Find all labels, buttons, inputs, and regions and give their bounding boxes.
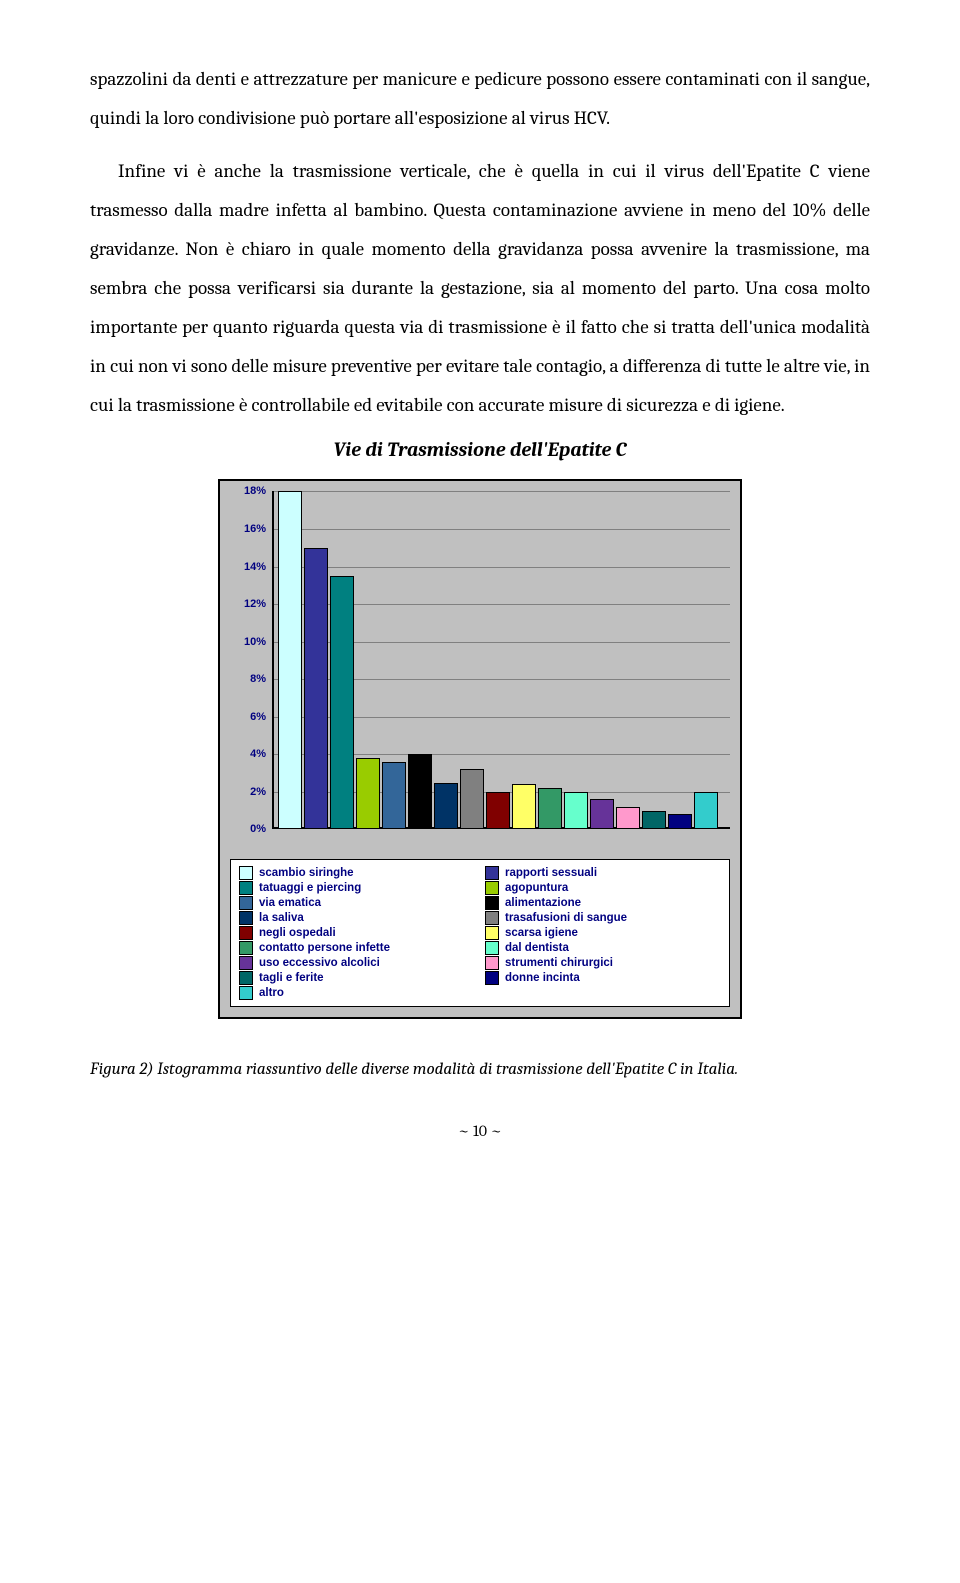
legend-item: contatto persone infette <box>239 941 475 955</box>
chart-bar <box>616 807 640 830</box>
legend-label: via ematica <box>259 897 321 909</box>
legend-label: strumenti chirurgici <box>505 957 613 969</box>
legend-swatch <box>485 896 499 910</box>
legend-swatch <box>485 941 499 955</box>
legend-item: alimentazione <box>485 896 721 910</box>
legend-swatch <box>485 866 499 880</box>
chart-legend: scambio siringhe rapporti sessuali tatuagg… <box>230 859 730 1007</box>
legend-swatch <box>485 926 499 940</box>
chart-y-axis: 0%2%4%6%8%10%12%14%16%18% <box>230 491 272 829</box>
legend-label: donne incinta <box>505 972 580 984</box>
chart-bar <box>486 792 510 830</box>
legend-swatch <box>239 866 253 880</box>
chart-bar <box>460 769 484 829</box>
chart-bar <box>512 784 536 829</box>
chart-bar <box>330 576 354 830</box>
legend-label: uso eccessivo alcolici <box>259 957 380 969</box>
chart-bar <box>694 792 718 830</box>
chart-ytick: 10% <box>244 636 266 648</box>
legend-label: negli ospedali <box>259 927 336 939</box>
legend-label: scambio siringhe <box>259 867 354 879</box>
legend-item: trasafusioni di sangue <box>485 911 721 925</box>
legend-swatch <box>239 956 253 970</box>
chart-bar <box>356 758 380 829</box>
chart-bar <box>590 799 614 829</box>
legend-swatch <box>239 941 253 955</box>
chart-bar <box>642 811 666 830</box>
paragraph-2: Infine vi è anche la trasmissione vertic… <box>90 152 870 425</box>
legend-swatch <box>239 971 253 985</box>
legend-label: alimentazione <box>505 897 581 909</box>
legend-item: la saliva <box>239 911 475 925</box>
legend-swatch <box>239 896 253 910</box>
legend-swatch <box>239 881 253 895</box>
legend-item: altro <box>239 986 475 1000</box>
chart-bar <box>538 788 562 829</box>
chart-bar <box>668 814 692 829</box>
chart-bars <box>272 491 730 829</box>
legend-item: tagli e ferite <box>239 971 475 985</box>
legend-item: dal dentista <box>485 941 721 955</box>
chart-ytick: 12% <box>244 598 266 610</box>
chart-ytick: 6% <box>250 711 266 723</box>
legend-label: agopuntura <box>505 882 568 894</box>
figure-caption: Figura 2) Istogramma riassuntivo delle d… <box>90 1059 870 1082</box>
legend-item: negli ospedali <box>239 926 475 940</box>
chart-plot-area: 0%2%4%6%8%10%12%14%16%18% <box>230 491 730 851</box>
page-number: ~ 10 ~ <box>90 1122 870 1140</box>
chart-ytick: 14% <box>244 561 266 573</box>
legend-label: tatuaggi e piercing <box>259 882 361 894</box>
legend-label: trasafusioni di sangue <box>505 912 627 924</box>
chart-bar <box>304 548 328 830</box>
legend-item: scarsa igiene <box>485 926 721 940</box>
legend-label: scarsa igiene <box>505 927 578 939</box>
legend-item: strumenti chirurgici <box>485 956 721 970</box>
legend-label: dal dentista <box>505 942 569 954</box>
legend-label: rapporti sessuali <box>505 867 597 879</box>
chart-ytick: 16% <box>244 523 266 535</box>
chart-ytick: 8% <box>250 673 266 685</box>
legend-item: agopuntura <box>485 881 721 895</box>
legend-item: uso eccessivo alcolici <box>239 956 475 970</box>
legend-swatch <box>239 986 253 1000</box>
paragraph-1: spazzolini da denti e attrezzature per m… <box>90 60 870 138</box>
chart-bar <box>408 754 432 829</box>
legend-swatch <box>239 926 253 940</box>
legend-item: scambio siringhe <box>239 866 475 880</box>
chart-container: 0% 2% 4% 6% 8% 10% 12% 14% 16% 18% scambio siring… <box>218 479 742 1019</box>
chart-ytick: 4% <box>250 748 266 760</box>
legend-label: tagli e ferite <box>259 972 324 984</box>
legend-item: rapporti sessuali <box>485 866 721 880</box>
legend-item: tatuaggi e piercing <box>239 881 475 895</box>
chart-bar <box>278 491 302 829</box>
chart-ytick: 0% <box>250 823 266 835</box>
legend-swatch <box>485 911 499 925</box>
chart-bar <box>382 762 406 830</box>
chart-ytick: 18% <box>244 485 266 497</box>
legend-swatch <box>485 971 499 985</box>
legend-swatch <box>485 956 499 970</box>
legend-label: la saliva <box>259 912 304 924</box>
chart-bar <box>564 792 588 830</box>
chart-ytick: 2% <box>250 786 266 798</box>
page: spazzolini da denti e attrezzature per m… <box>0 0 960 1180</box>
legend-swatch <box>485 881 499 895</box>
legend-swatch <box>239 911 253 925</box>
legend-label: contatto persone infette <box>259 942 390 954</box>
legend-item: donne incinta <box>485 971 721 985</box>
legend-label: altro <box>259 987 284 999</box>
legend-item: via ematica <box>239 896 475 910</box>
chart-bar <box>434 783 458 830</box>
chart-title: Vie di Trasmissione dell'Epatite C <box>90 438 870 461</box>
